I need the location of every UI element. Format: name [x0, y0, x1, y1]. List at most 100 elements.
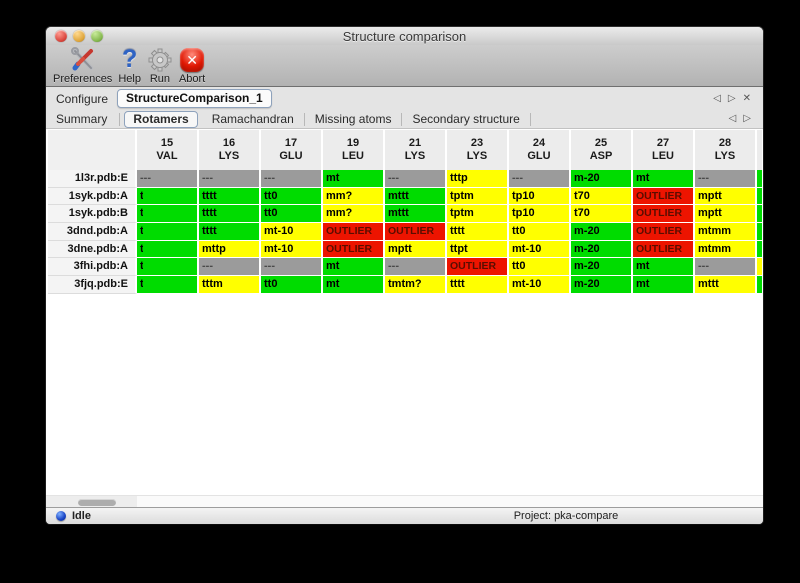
table-cell[interactable]: mttt [695, 276, 757, 294]
row-label[interactable]: 3dnd.pdb:A [48, 223, 137, 241]
table-cell[interactable]: mm? [323, 205, 385, 224]
table-cell[interactable]: tttm [199, 276, 261, 294]
table-cell[interactable]: mt-10 [261, 223, 323, 241]
table-cell[interactable]: tttt [447, 276, 509, 294]
table-cell[interactable]: mt [633, 170, 695, 188]
table-cell[interactable]: OUTLIER [633, 223, 695, 241]
table-cell[interactable]: mttp [199, 240, 261, 259]
table-cell[interactable]: tt0 [509, 223, 571, 241]
table-cell[interactable]: OUTLIER [633, 187, 695, 206]
table-cell[interactable]: t70 [571, 187, 633, 206]
tab-rotamers[interactable]: Rotamers [124, 110, 198, 128]
table-cell[interactable]: t [137, 258, 199, 277]
table-cell[interactable]: OUTLIER [323, 223, 385, 241]
table-cell[interactable]: mt [323, 170, 385, 188]
table-cell[interactable]: OUTLIER [633, 205, 695, 224]
table-cell[interactable]: --- [509, 170, 571, 188]
minimize-window-button[interactable] [73, 30, 85, 42]
table-cell[interactable]: mptt [695, 187, 757, 206]
tab-secondary-structure[interactable]: Secondary structure [402, 112, 531, 126]
table-cell[interactable]: OUTLIER [385, 223, 447, 241]
table-cell[interactable]: t [137, 187, 199, 206]
table-cell[interactable]: OUTLIER [633, 240, 695, 259]
table-cell[interactable]: --- [199, 170, 261, 188]
configuration-tab-active[interactable]: StructureComparison_1 [117, 89, 272, 108]
table-cell[interactable]: tttt [199, 223, 261, 241]
table-cell-partial[interactable] [757, 187, 762, 206]
table-cell[interactable]: tt0 [509, 258, 571, 277]
close-window-button[interactable] [55, 30, 67, 42]
table-cell-partial[interactable] [757, 170, 762, 188]
table-cell[interactable]: --- [261, 170, 323, 188]
table-cell[interactable]: --- [199, 258, 261, 277]
table-cell[interactable]: mt [633, 276, 695, 294]
table-cell[interactable]: m-20 [571, 276, 633, 294]
abort-button[interactable]: ✕ Abort [179, 46, 205, 85]
table-cell[interactable]: --- [695, 170, 757, 188]
help-button[interactable]: ? Help [118, 46, 141, 86]
row-label[interactable]: 1syk.pdb:B [48, 205, 137, 224]
table-cell[interactable]: t [137, 205, 199, 224]
table-cell[interactable]: OUTLIER [447, 258, 509, 277]
table-cell[interactable]: mt [633, 258, 695, 277]
table-cell[interactable]: tp10 [509, 187, 571, 206]
row-label[interactable]: 3fjq.pdb:E [48, 276, 137, 294]
table-cell[interactable]: --- [385, 170, 447, 188]
table-cell[interactable]: t [137, 240, 199, 259]
horizontal-scrollbar[interactable] [46, 495, 763, 508]
table-cell-partial[interactable] [757, 240, 762, 259]
scrollbar-thumb[interactable] [78, 499, 116, 506]
table-cell[interactable]: m-20 [571, 240, 633, 259]
table-cell[interactable]: tp10 [509, 205, 571, 224]
table-cell[interactable]: --- [137, 170, 199, 188]
table-cell[interactable]: OUTLIER [323, 240, 385, 259]
table-cell[interactable]: tt0 [261, 276, 323, 294]
table-cell[interactable]: tttt [199, 205, 261, 224]
table-cell[interactable]: mtmm [695, 223, 757, 241]
table-cell[interactable]: tttt [447, 223, 509, 241]
table-cell[interactable]: m-20 [571, 170, 633, 188]
table-cell-partial[interactable] [757, 258, 762, 277]
table-cell[interactable]: tt0 [261, 187, 323, 206]
zoom-window-button[interactable] [91, 30, 103, 42]
row-label[interactable]: 3dne.pdb:A [48, 240, 137, 259]
row-label[interactable]: 3fhi.pdb:A [48, 258, 137, 277]
prev-tab-icon[interactable]: ◁ [728, 113, 737, 124]
next-tab-icon[interactable]: ▷ [743, 113, 751, 124]
table-cell[interactable]: mt [323, 276, 385, 294]
table-cell[interactable]: mttt [385, 187, 447, 206]
table-cell[interactable]: --- [385, 258, 447, 277]
table-cell[interactable]: mt-10 [509, 276, 571, 294]
table-cell[interactable]: ttpt [447, 240, 509, 259]
run-button[interactable]: Run [147, 46, 173, 85]
table-cell[interactable]: t70 [571, 205, 633, 224]
table-cell[interactable]: m-20 [571, 223, 633, 241]
table-cell[interactable]: mptt [385, 240, 447, 259]
table-cell-partial[interactable] [757, 276, 762, 294]
table-cell[interactable]: tt0 [261, 205, 323, 224]
table-cell[interactable]: tptm [447, 205, 509, 224]
row-label[interactable]: 1syk.pdb:A [48, 187, 137, 206]
table-cell[interactable]: tmtm? [385, 276, 447, 294]
close-config-icon[interactable]: ✕ [742, 92, 751, 104]
table-cell[interactable]: tttp [447, 170, 509, 188]
table-cell[interactable]: --- [261, 258, 323, 277]
tab-ramachandran[interactable]: Ramachandran [202, 112, 305, 126]
tab-missing-atoms[interactable]: Missing atoms [305, 112, 403, 126]
tab-summary[interactable]: Summary [56, 112, 121, 126]
table-cell[interactable]: mtmm [695, 240, 757, 259]
table-cell[interactable]: tptm [447, 187, 509, 206]
table-cell[interactable]: t [137, 223, 199, 241]
table-cell[interactable]: m-20 [571, 258, 633, 277]
row-label[interactable]: 1l3r.pdb:E [48, 170, 137, 188]
prev-config-icon[interactable]: ◁ [713, 92, 721, 104]
table-cell[interactable]: mttt [385, 205, 447, 224]
table-cell[interactable]: mptt [695, 205, 757, 224]
table-cell[interactable]: t [137, 276, 199, 294]
table-cell-partial[interactable] [757, 223, 762, 241]
table-cell-partial[interactable] [757, 205, 762, 224]
preferences-button[interactable]: Preferences [53, 46, 112, 85]
table-cell[interactable]: --- [695, 258, 757, 277]
table-cell[interactable]: mt-10 [261, 240, 323, 259]
table-cell[interactable]: mt-10 [509, 240, 571, 259]
